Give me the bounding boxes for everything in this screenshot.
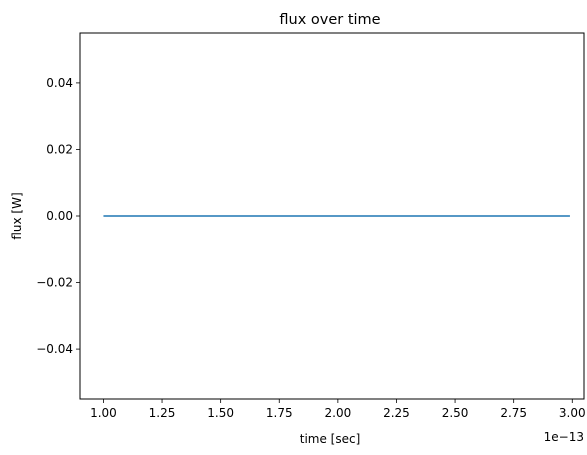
- y-axis-ticks: −0.04 −0.02 0.00 0.02 0.04: [36, 76, 80, 356]
- x-tick-label: 2.75: [500, 406, 527, 420]
- x-tick-label: 1.25: [149, 406, 176, 420]
- x-axis-ticks: 1.00 1.25 1.50 1.75 2.00 2.25 2.50 2.75 3.00: [90, 399, 586, 420]
- y-tick-label: −0.02: [36, 276, 73, 290]
- x-tick-label: 3.00: [559, 406, 586, 420]
- chart-title: flux over time: [279, 12, 380, 28]
- x-tick-label: 2.25: [383, 406, 410, 420]
- y-tick-label: 0.02: [46, 142, 73, 156]
- x-axis-label: time [sec]: [300, 432, 361, 446]
- x-tick-label: 1.50: [207, 406, 234, 420]
- x-tick-label: 1.75: [266, 406, 293, 420]
- y-axis-label: flux [W]: [10, 192, 24, 239]
- x-tick-label: 2.00: [325, 406, 352, 420]
- y-tick-label: −0.04: [36, 342, 73, 356]
- y-tick-label: 0.04: [46, 76, 73, 90]
- x-tick-label: 2.50: [442, 406, 469, 420]
- x-axis-offset-label: 1e−13: [544, 430, 584, 444]
- x-tick-label: 1.00: [90, 406, 117, 420]
- y-tick-label: 0.00: [46, 209, 73, 223]
